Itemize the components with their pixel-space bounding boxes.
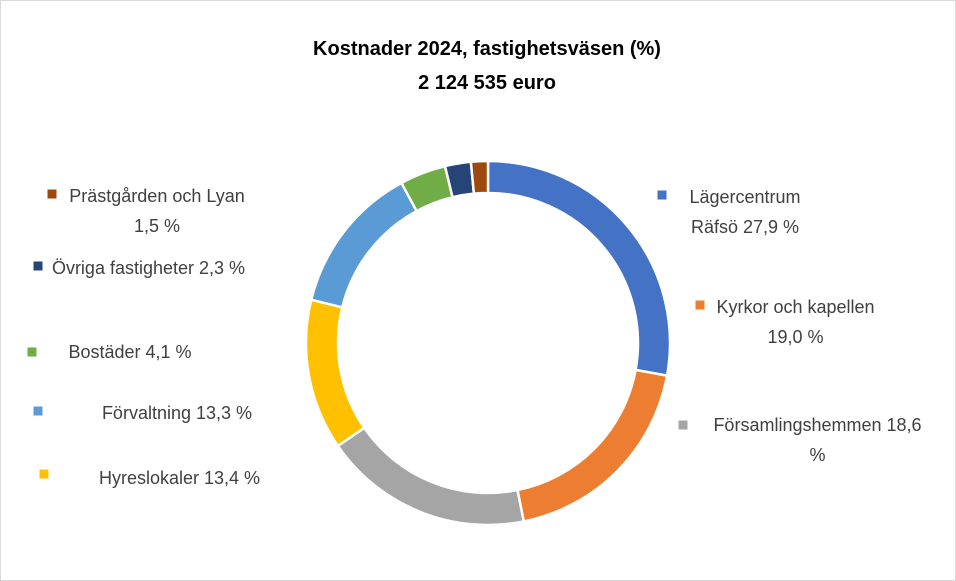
label-category: Församlingshemmen bbox=[713, 415, 882, 435]
label-value: 19,0 % bbox=[767, 327, 824, 347]
data-label: Hyreslokaler 13,4 % bbox=[72, 463, 287, 493]
legend-marker bbox=[657, 190, 667, 200]
label-value: 18,6 % bbox=[809, 415, 922, 465]
chart-subtitle: 2 124 535 euro bbox=[418, 72, 556, 94]
label-category: Prästgården och Lyan bbox=[69, 186, 245, 206]
label-value: 1,5 % bbox=[133, 216, 181, 236]
legend-marker bbox=[27, 347, 37, 357]
legend-marker bbox=[33, 406, 43, 416]
data-label: Övriga fastigheter 2,3 % bbox=[50, 253, 247, 283]
data-label: Förvaltning 13,3 % bbox=[72, 398, 282, 428]
label-category: Hyreslokaler bbox=[98, 468, 199, 488]
data-label: Kyrkor och kapellen 19,0 % bbox=[708, 292, 883, 352]
chart-title: Kostnader 2024, fastighetsväsen (%) bbox=[313, 38, 661, 60]
legend-marker bbox=[39, 469, 49, 479]
label-value: 2,3 % bbox=[199, 258, 246, 278]
legend-marker bbox=[47, 189, 57, 199]
data-label: Församlingshemmen 18,6 % bbox=[705, 410, 930, 470]
label-value: 13,3 % bbox=[196, 403, 253, 423]
legend-marker bbox=[33, 261, 43, 271]
legend-marker bbox=[695, 300, 705, 310]
legend-marker bbox=[678, 420, 688, 430]
label-value: 4,1 % bbox=[145, 342, 192, 362]
label-category: Lägercentrum Räfsö bbox=[689, 187, 801, 237]
label-value: 27,9 % bbox=[743, 217, 800, 237]
label-category: Bostäder bbox=[68, 342, 141, 362]
label-category: Kyrkor och kapellen bbox=[716, 297, 875, 317]
donut-slice bbox=[469, 159, 490, 196]
label-category: Övriga fastigheter bbox=[51, 258, 195, 278]
data-label: Lägercentrum Räfsö 27,9 % bbox=[670, 182, 820, 242]
label-category: Förvaltning bbox=[101, 403, 191, 423]
label-value: 13,4 % bbox=[204, 468, 261, 488]
data-label: Prästgården och Lyan 1,5 % bbox=[62, 181, 252, 241]
data-label: Bostäder 4,1 % bbox=[45, 337, 215, 367]
